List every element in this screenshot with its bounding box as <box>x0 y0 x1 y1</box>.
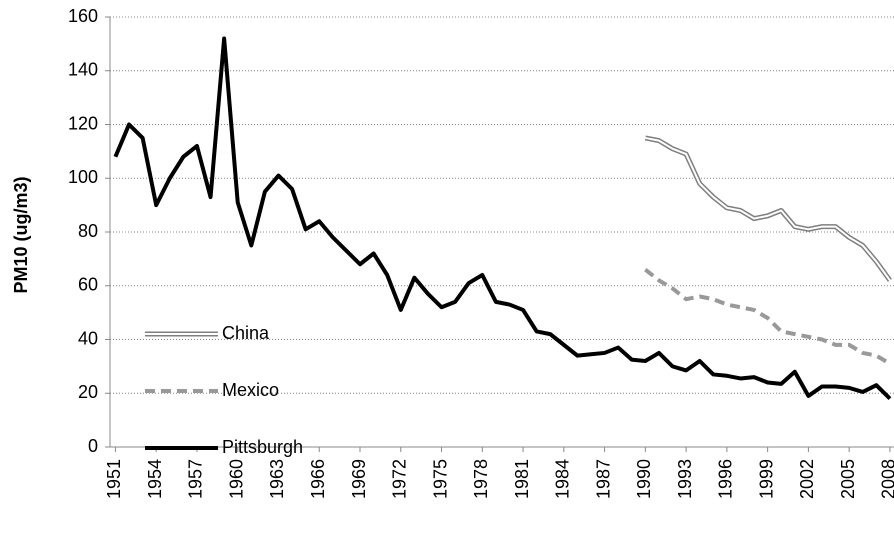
line-inner <box>645 136 891 281</box>
line <box>644 135 892 282</box>
x-tick-label: 1996 <box>716 459 736 499</box>
x-tick-label: 1951 <box>104 459 124 499</box>
x-tick-label: 1963 <box>267 459 287 499</box>
x-tick-label: 1993 <box>675 459 695 499</box>
x-tick-label: 1990 <box>634 459 654 499</box>
y-tick-label: 60 <box>78 275 98 295</box>
x-tick-label: 1984 <box>553 459 573 499</box>
legend-label: Mexico <box>222 380 279 400</box>
x-tick-label: 2008 <box>879 459 894 499</box>
x-tick-label: 2005 <box>838 459 858 499</box>
legend-label: China <box>222 323 270 343</box>
y-tick-label: 120 <box>68 113 98 133</box>
y-axis-label: PM10 (ug/m3) <box>11 176 31 293</box>
x-tick-label: 1966 <box>308 459 328 499</box>
x-tick-label: 1972 <box>390 459 410 499</box>
x-tick-label: 1954 <box>145 459 165 499</box>
x-tick-label: 1999 <box>756 459 776 499</box>
x-tick-label: 1978 <box>471 459 491 499</box>
y-tick-label: 40 <box>78 328 98 348</box>
y-tick-label: 160 <box>68 6 98 26</box>
x-tick-label: 1987 <box>593 459 613 499</box>
y-tick-label: 20 <box>78 382 98 402</box>
y-tick-label: 100 <box>68 167 98 187</box>
legend-label: Pittsburgh <box>222 437 303 457</box>
x-tick-label: 1960 <box>226 459 246 499</box>
line <box>644 268 891 366</box>
x-tick-label: 1981 <box>512 459 532 499</box>
y-tick-label: 80 <box>78 221 98 241</box>
x-tick-label: 1957 <box>186 459 206 499</box>
line <box>113 36 892 401</box>
x-tick-label: 1975 <box>430 459 450 499</box>
x-tick-label: 1969 <box>349 459 369 499</box>
x-tick-label: 2002 <box>797 459 817 499</box>
y-tick-label: 140 <box>68 60 98 80</box>
y-tick-label: 0 <box>88 436 98 456</box>
